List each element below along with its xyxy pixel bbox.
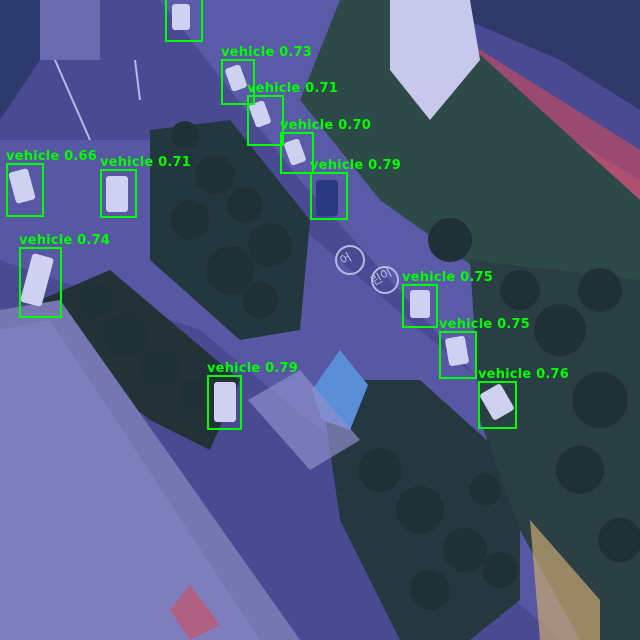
- detection-label: vehicle 0.75: [402, 270, 493, 285]
- detection-label: vehicle 0.66: [6, 149, 97, 164]
- vehicle-detection-box: vehicle 0.74: [19, 234, 110, 318]
- detection-label: vehicle 0.70: [280, 118, 371, 133]
- detection-label: vehicle 0.71: [247, 81, 338, 96]
- vehicle-detection-box: vehicle 0.75: [402, 271, 493, 328]
- vehicle-detection-box: vehicle 0.73: [221, 46, 312, 105]
- vehicle-detection-box: vehicle 0.75: [439, 318, 530, 379]
- detection-label: vehicle 0.71: [100, 155, 191, 170]
- vehicle-detection-box: vehicle 0.71: [247, 82, 338, 146]
- vehicle-detection-box: vehicle 0.70: [280, 119, 371, 174]
- vehicle-detection-box: [165, 0, 203, 42]
- detection-label: vehicle 0.76: [478, 367, 569, 382]
- detection-label: vehicle 0.74: [19, 233, 110, 248]
- vehicle-detection-box: vehicle 0.79: [207, 362, 298, 430]
- vehicle-detection-box: vehicle 0.66: [6, 150, 97, 217]
- detection-label: vehicle 0.73: [221, 45, 312, 60]
- detection-label: vehicle 0.79: [207, 361, 298, 376]
- detection-label: vehicle 0.75: [439, 317, 530, 332]
- vehicle-detection-box: vehicle 0.71: [100, 156, 191, 218]
- vehicle-detection-box: vehicle 0.76: [478, 368, 569, 429]
- detection-label: vehicle 0.79: [310, 158, 401, 173]
- vehicle-detection-box: vehicle 0.79: [310, 159, 401, 220]
